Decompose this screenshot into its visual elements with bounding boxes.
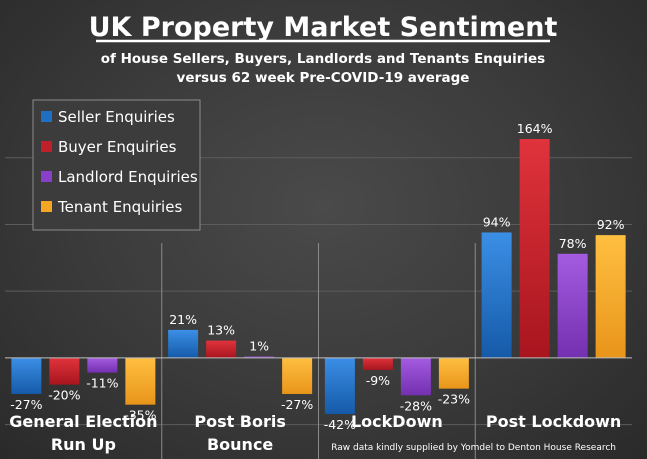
data-label: -27%	[10, 397, 42, 412]
chart-title: UK Property Market Sentiment	[89, 12, 558, 43]
data-label: 94%	[483, 214, 511, 229]
data-label: -20%	[48, 388, 80, 403]
legend-label: Seller Enquiries	[58, 108, 175, 126]
category-label: Post Lockdown	[486, 412, 621, 431]
bar-landlord-enquiries-3	[400, 357, 431, 396]
category-label: Post Boris	[194, 412, 286, 431]
data-label: 1%	[249, 339, 269, 354]
chart-subtitle-line-2: versus 62 week Pre-COVID-19 average	[177, 70, 470, 86]
data-label: -9%	[366, 373, 390, 388]
bar-tenant-enquiries-1	[125, 357, 156, 405]
data-label: 13%	[207, 323, 235, 338]
bar-landlord-enquiries-4	[557, 253, 588, 358]
bars	[11, 139, 626, 414]
legend-label: Buyer Enquiries	[58, 138, 177, 156]
data-label: -27%	[281, 397, 313, 412]
data-label: -28%	[400, 398, 432, 413]
bar-buyer-enquiries-1	[49, 357, 80, 385]
legend-swatch	[41, 201, 52, 212]
data-label: 21%	[169, 312, 197, 327]
source-note: Raw data kindly supplied by Yomdel to De…	[331, 443, 616, 453]
category-labels: General Election Run Up Post Boris Bounce Lo…	[9, 412, 621, 454]
bar-tenant-enquiries-3	[438, 357, 469, 389]
bar-tenant-enquiries-2	[282, 357, 313, 394]
bar-buyer-enquiries-2	[206, 340, 237, 358]
data-label: -42%	[324, 417, 356, 432]
category-label: Bounce	[207, 435, 273, 454]
bar-buyer-enquiries-3	[362, 357, 393, 370]
chart-subtitle-line-1: of House Sellers, Buyers, Landlords and …	[101, 51, 545, 67]
legend-box	[32, 99, 201, 231]
category-separators	[161, 243, 476, 459]
data-label: -11%	[86, 376, 118, 391]
legend-swatch	[41, 111, 52, 122]
bar-seller-enquiries-4	[481, 232, 512, 358]
data-label: 78%	[559, 236, 587, 251]
bar-buyer-enquiries-4	[519, 139, 550, 358]
data-label: -23%	[438, 392, 470, 407]
data-label: 92%	[597, 217, 625, 232]
bar-landlord-enquiries-1	[87, 357, 118, 373]
bar-landlord-enquiries-2	[244, 356, 275, 358]
bar-seller-enquiries-3	[324, 357, 355, 414]
legend-label: Landlord Enquiries	[58, 168, 198, 186]
bar-seller-enquiries-1	[11, 357, 42, 394]
bar-tenant-enquiries-4	[595, 235, 626, 358]
bar-seller-enquiries-2	[168, 329, 199, 358]
data-label: 164%	[517, 121, 553, 136]
legend: Seller Enquiries Buyer Enquiries Landlord …	[32, 99, 201, 231]
legend-label: Tenant Enquiries	[57, 198, 182, 216]
legend-swatch	[41, 171, 52, 182]
category-label: LockDown	[351, 412, 443, 431]
category-label: Run Up	[51, 435, 116, 454]
data-label: -35%	[124, 408, 156, 423]
category-label: General Election	[9, 412, 157, 431]
data-labels: -27% -20% -11% -35% 21% 13% 1% -27% -42% -9% -28% -…	[10, 121, 624, 432]
legend-swatch	[41, 141, 52, 152]
